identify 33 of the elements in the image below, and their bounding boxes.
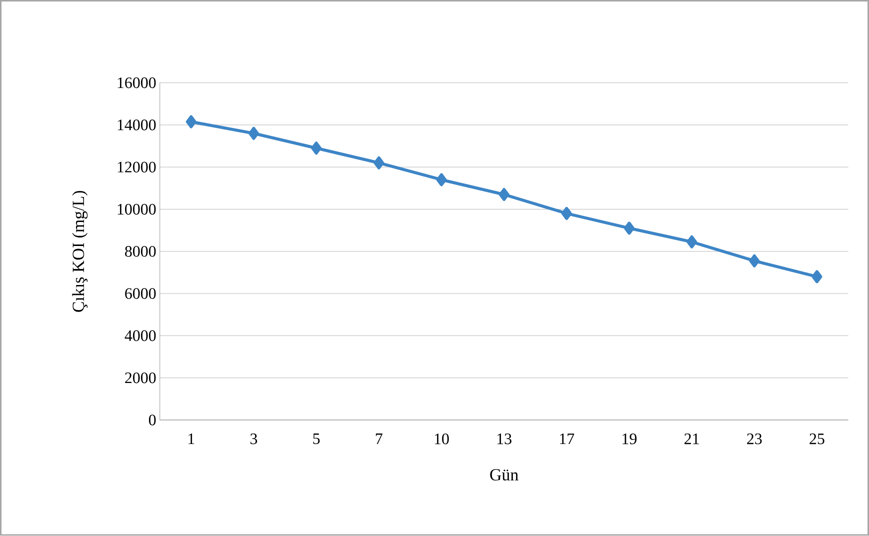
x-tick-label: 1 <box>188 434 194 444</box>
point <box>749 254 760 268</box>
y-tick-label: 10000 <box>118 204 156 215</box>
x-tick-label: 17 <box>560 434 574 444</box>
x-tick-label: 21 <box>684 434 699 444</box>
x-axis-title: Gün <box>490 469 518 481</box>
x-tick-label: 23 <box>747 434 762 444</box>
y-tick-label: 8000 <box>125 246 156 257</box>
x-tick-label: 5 <box>313 434 320 444</box>
point <box>812 270 822 284</box>
y-axis-title: Çıkış KOI (mg/L) <box>72 191 88 312</box>
point <box>498 188 510 202</box>
x-tick-label: 13 <box>497 434 512 444</box>
x-tick-label: 19 <box>622 434 637 444</box>
point <box>436 173 447 186</box>
point <box>374 156 384 170</box>
y-tick-label: 12000 <box>118 162 156 173</box>
x-tick-label: 10 <box>434 434 449 444</box>
y-tick-label: 16000 <box>118 78 156 88</box>
y-tick-label: 2000 <box>125 372 156 384</box>
point <box>311 142 322 155</box>
y-tick-label: 14000 <box>118 120 156 130</box>
point <box>686 235 698 248</box>
x-tick-label: 7 <box>376 434 382 444</box>
y-tick-label: 0 <box>148 414 156 426</box>
point <box>624 222 634 235</box>
point <box>561 207 572 220</box>
point <box>186 115 196 128</box>
y-tick-label: 4000 <box>124 330 156 342</box>
y-tick-label: 6000 <box>125 288 156 300</box>
x-tick-label: 3 <box>250 434 258 444</box>
x-tick-label: 25 <box>810 434 824 444</box>
point <box>248 126 259 140</box>
